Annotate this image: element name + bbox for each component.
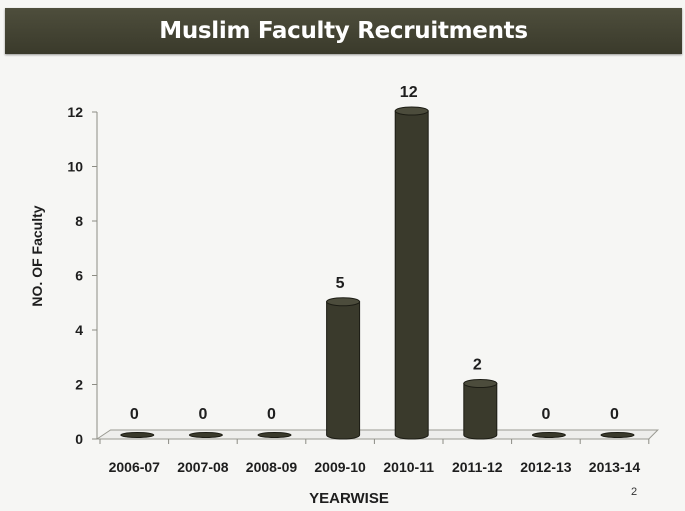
x-tick-label: 2009-10 xyxy=(314,459,366,475)
chart-floor xyxy=(95,429,660,440)
y-axis: 0 2 4 6 8 10 12 xyxy=(67,104,98,447)
x-axis-title: YEARWISE xyxy=(309,490,389,507)
data-label: 0 xyxy=(198,406,207,423)
y-tick-label: 10 xyxy=(67,159,83,175)
title-bar: Muslim Faculty Recruitments xyxy=(5,8,682,54)
y-tick-label: 6 xyxy=(75,268,83,284)
y-tick-label: 8 xyxy=(75,213,83,229)
y-tick-label: 0 xyxy=(75,431,83,447)
bar xyxy=(188,432,223,438)
data-label: 0 xyxy=(130,406,139,423)
x-tick-label: 2010-11 xyxy=(383,459,434,475)
x-tick-label: 2013-14 xyxy=(589,459,641,475)
x-tick-label: 2011-12 xyxy=(452,459,503,475)
page-number: 2 xyxy=(631,486,638,498)
data-label: 2 xyxy=(473,357,482,374)
x-tick-label: 2006-07 xyxy=(109,459,161,475)
y-tick-label: 2 xyxy=(75,377,83,393)
bar xyxy=(600,432,635,438)
x-tick-label: 2012-13 xyxy=(520,459,572,475)
bar xyxy=(120,432,155,438)
data-labels: 0 0 0 5 12 2 0 0 xyxy=(130,84,619,423)
y-axis-title: NO. OF Faculty xyxy=(29,205,45,306)
x-tick-label: 2008-09 xyxy=(246,459,298,475)
bar xyxy=(326,297,361,440)
bars xyxy=(120,106,635,440)
bar xyxy=(463,379,498,440)
x-axis: 2006-07 2007-08 2008-09 2009-10 2010-11 2011-… xyxy=(99,439,650,475)
y-tick-label: 12 xyxy=(67,104,83,120)
floor-plane xyxy=(95,429,660,440)
bar xyxy=(531,432,566,438)
chart-title: Muslim Faculty Recruitments xyxy=(159,18,528,44)
data-label: 0 xyxy=(541,406,550,423)
data-label: 5 xyxy=(336,275,345,292)
y-tick-label: 4 xyxy=(75,322,83,338)
x-tick-label: 2007-08 xyxy=(177,459,229,475)
bar xyxy=(394,106,429,440)
data-label: 0 xyxy=(267,406,276,423)
bar xyxy=(257,432,292,438)
data-label: 12 xyxy=(400,84,418,101)
data-label: 0 xyxy=(610,406,619,423)
